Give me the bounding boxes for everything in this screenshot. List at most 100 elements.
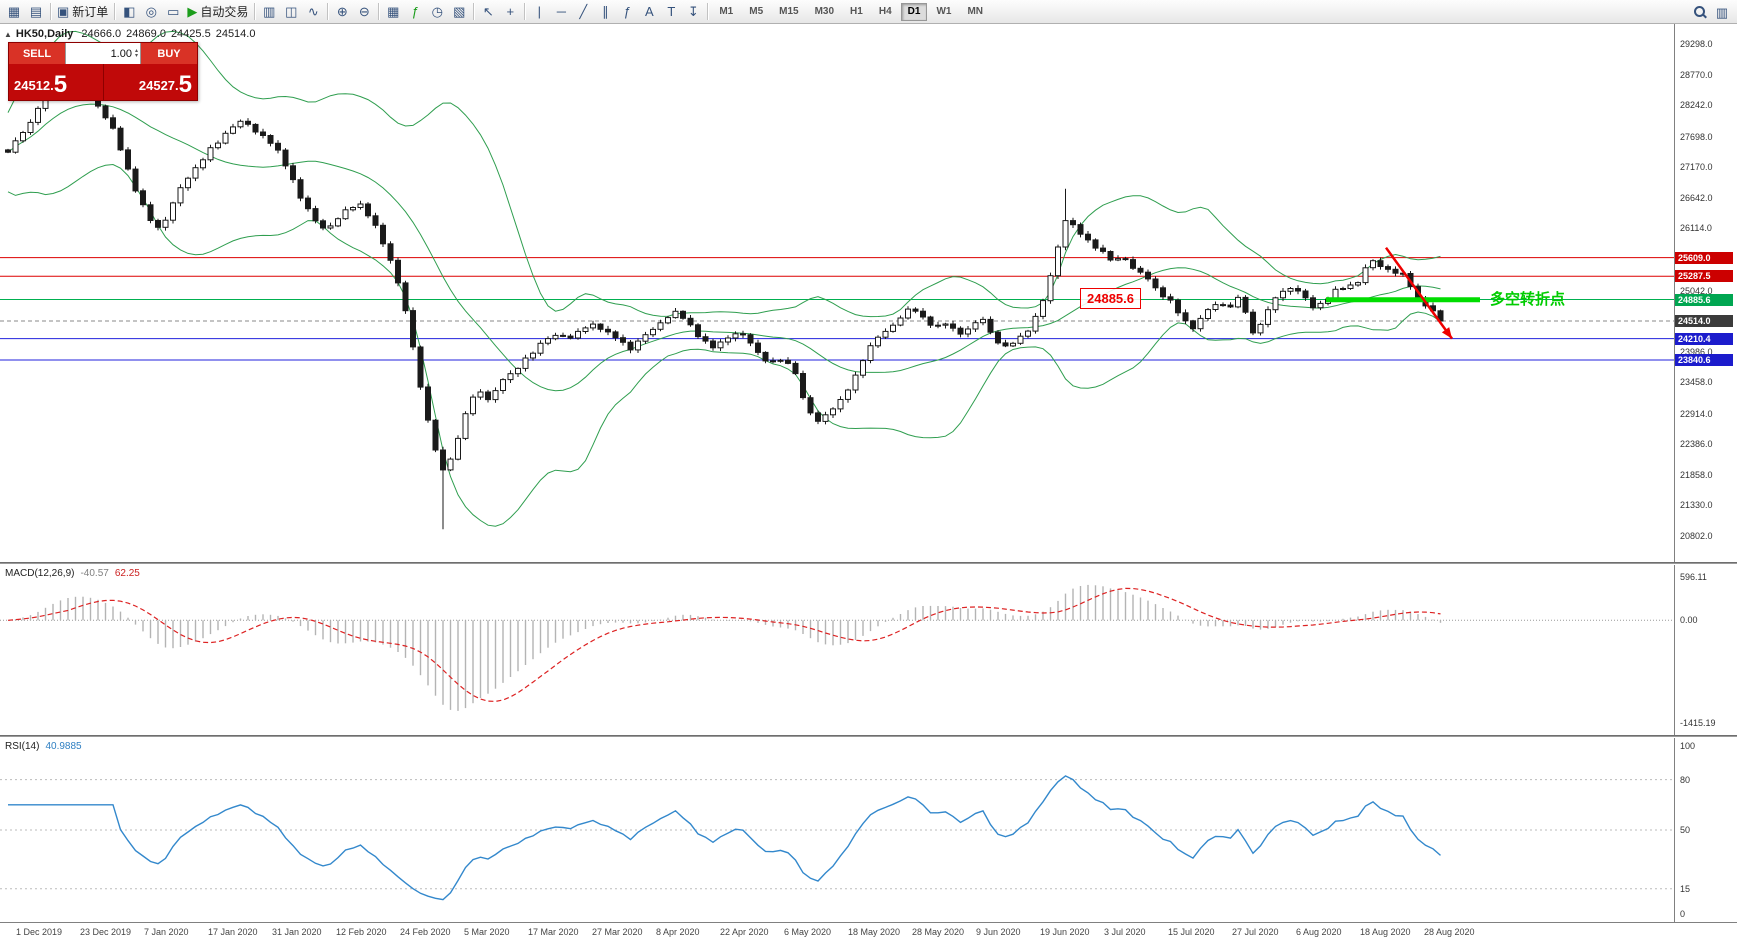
text-label-button[interactable]: T — [660, 2, 682, 22]
timeframe-mn-button[interactable]: MN — [960, 3, 990, 21]
market-watch-button[interactable]: ◧ — [118, 2, 140, 22]
price-tick: 20802.0 — [1680, 531, 1713, 541]
macd-histogram — [14, 584, 1442, 711]
timeframe-h1-button[interactable]: H1 — [843, 3, 870, 21]
chart-bars-button[interactable]: ▥ — [258, 2, 280, 22]
vertical-line-button[interactable]: | — [528, 2, 550, 22]
equidistant-channel-button[interactable]: ∥ — [594, 2, 616, 22]
timeframe-m5-button[interactable]: M5 — [742, 3, 770, 21]
macd-canvas[interactable] — [0, 565, 1675, 735]
price-badge: 25609.0 — [1675, 251, 1733, 264]
templates-button[interactable]: ▧ — [448, 2, 470, 22]
search-button[interactable] — [1689, 2, 1711, 22]
price-badge: 24210.4 — [1675, 332, 1733, 345]
date-label: 6 Aug 2020 — [1296, 927, 1342, 937]
fibonacci-button[interactable]: ƒ — [616, 2, 638, 22]
timeframe-m30-button[interactable]: M30 — [808, 3, 841, 21]
rsi-tick: 80 — [1680, 774, 1691, 785]
price-tick: 21858.0 — [1680, 469, 1713, 480]
timeframe-toolbar: M1 M5 M15 M30 H1 H4 D1 W1 MN — [711, 2, 991, 21]
sell-button[interactable]: SELL — [9, 43, 65, 64]
timeframe-d1-button[interactable]: D1 — [900, 2, 928, 21]
fibonacci-icon: ƒ — [623, 4, 631, 19]
buy-button[interactable]: BUY — [141, 43, 197, 64]
periods-button[interactable]: ◷ — [426, 2, 448, 22]
price-tick: 27170.0 — [1680, 162, 1713, 173]
chart-candles-button[interactable]: ◫ — [280, 2, 302, 22]
chart-line-button[interactable]: ∿ — [302, 2, 324, 22]
volume-field[interactable]: 1.00 ▴ ▾ — [65, 43, 141, 64]
price-tick: 26114.0 — [1680, 223, 1712, 234]
price-axis[interactable]: 29298.0 28770.0 28242.0 27698.0 27170.0 26642… — [1674, 24, 1737, 562]
new-order-icon: ▣ — [57, 4, 70, 19]
new-order-button[interactable]: ▣ 新订单 — [54, 2, 111, 22]
vertical-line-icon: | — [537, 4, 542, 19]
collapse-trade-panel-icon[interactable]: ▲ — [4, 30, 12, 39]
horizontal-line-button[interactable]: ─ — [550, 2, 572, 22]
buy-price[interactable]: 24527. 5 — [103, 64, 197, 100]
volume-up-icon[interactable]: ▴ — [134, 47, 138, 54]
panel-separator[interactable] — [0, 735, 1737, 738]
rsi-line — [8, 775, 1441, 901]
chart-bars-icon: ▥ — [263, 4, 276, 19]
chart-ohlc-header: ▲ HK50,Daily 24666.0 24869.0 24425.5 24514.0 — [4, 28, 260, 40]
close-value: 24514.0 — [215, 28, 256, 40]
price-badge: 24514.0 — [1675, 315, 1733, 327]
timeframe-m1-button[interactable]: M1 — [712, 3, 740, 21]
zoom-out-button[interactable]: ⊖ — [353, 2, 375, 22]
date-label: 17 Mar 2020 — [528, 927, 579, 937]
periods-icon: ◷ — [431, 4, 443, 19]
date-label: 12 Feb 2020 — [336, 927, 387, 937]
turning-point-label[interactable]: 多空转折点 — [1490, 290, 1566, 308]
timeframe-h4-button[interactable]: H4 — [872, 3, 899, 21]
search-icon — [1693, 5, 1707, 19]
chart-candles-icon: ◫ — [285, 4, 298, 19]
tile-windows-button[interactable]: ▦ — [382, 2, 404, 22]
zoom-in-button[interactable]: ⊕ — [331, 2, 353, 22]
trendline-icon: ╱ — [579, 4, 588, 19]
volume-down-icon[interactable]: ▾ — [134, 52, 138, 59]
macd-tick: -1415.19 — [1680, 718, 1716, 728]
text-button[interactable]: A — [638, 2, 660, 22]
macd-name: MACD(12,26,9) — [5, 568, 75, 579]
navigator-button[interactable]: ◎ — [140, 2, 162, 22]
rsi-tick: 15 — [1680, 883, 1691, 894]
timeframe-w1-button[interactable]: W1 — [929, 3, 958, 21]
main-chart-panel: 29298.0 28770.0 28242.0 27698.0 27170.0 26642… — [0, 24, 1737, 562]
data-window-button[interactable]: ▥ — [1711, 2, 1733, 22]
macd-panel: 596.11 0.00 -1415.19 MACD(12,26,9) -40.57 62… — [0, 565, 1737, 735]
price-level-flag[interactable]: 24885.6 — [1080, 287, 1141, 309]
terminal-button[interactable]: ▭ — [162, 2, 184, 22]
cursor-button[interactable]: ↖ — [477, 2, 499, 22]
macd-tick: 0.00 — [1680, 615, 1698, 626]
sell-price[interactable]: 24512. 5 — [9, 64, 103, 100]
rsi-axis: 100 80 50 15 0 — [1674, 738, 1737, 922]
date-label: 23 Dec 2019 — [80, 927, 132, 937]
arrows-button[interactable]: ↧ — [682, 2, 704, 22]
crosshair-button[interactable]: + — [499, 2, 521, 22]
rsi-tick: 0 — [1680, 909, 1686, 919]
toolbar-separator — [524, 3, 526, 20]
price-badge: 23840.6 — [1675, 354, 1733, 366]
trendline-button[interactable]: ╱ — [572, 2, 594, 22]
symbol-label: HK50,Daily — [15, 28, 74, 40]
rsi-tick: 100 — [1680, 741, 1696, 751]
auto-trading-label: 自动交易 — [200, 5, 249, 19]
main-chart-canvas[interactable] — [0, 24, 1675, 562]
date-label: 1 Dec 2019 — [16, 927, 63, 937]
date-label: 5 Mar 2020 — [464, 927, 510, 937]
profiles-button[interactable]: ▤ — [25, 2, 47, 22]
low-value: 24425.5 — [170, 28, 211, 40]
auto-trading-icon: ▶ — [187, 4, 198, 19]
indicators-button[interactable]: ƒ — [404, 2, 426, 22]
new-chart-button[interactable]: ▦ — [3, 2, 25, 22]
timeframe-m15-button[interactable]: M15 — [772, 3, 805, 21]
cursor-icon: ↖ — [482, 4, 494, 19]
auto-trading-button[interactable]: ▶ 自动交易 — [184, 2, 251, 22]
panel-separator[interactable] — [0, 562, 1737, 565]
date-axis[interactable]: 1 Dec 2019 23 Dec 2019 7 Jan 2020 17 Jan 20… — [0, 922, 1737, 948]
rsi-canvas[interactable] — [0, 738, 1675, 922]
rsi-label: RSI(14) 40.9885 — [5, 741, 88, 752]
tile-windows-icon: ▦ — [387, 4, 400, 19]
